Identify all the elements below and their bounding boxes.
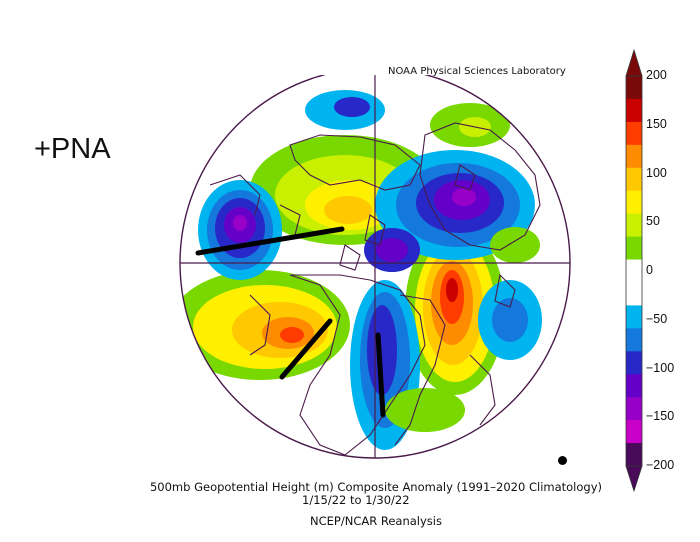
colorbar-band	[626, 259, 642, 283]
caption-title: 500mb Geopotential Height (m) Composite …	[149, 480, 603, 494]
pattern-label: +PNA	[34, 133, 111, 165]
colorbar	[625, 48, 643, 493]
colorbar-band	[626, 397, 642, 421]
anomaly-trough-asia	[375, 150, 535, 260]
anomaly-ridge-top	[430, 103, 510, 147]
colorbar-band	[626, 236, 642, 261]
anomaly-trough-pole	[364, 228, 420, 272]
colorbar-tick-label: −200	[646, 458, 675, 472]
colorbar-tick-label: 50	[646, 214, 660, 229]
colorbar-band	[626, 190, 642, 215]
caption-dates: 1/15/22 to 1/30/22	[302, 493, 410, 507]
colorbar-tick-label: 100	[646, 165, 667, 180]
map-disc-border	[179, 75, 571, 459]
colorbar-band	[626, 282, 642, 306]
colorbar-band	[626, 121, 642, 146]
colorbar-tick-label: −150	[646, 409, 675, 424]
anomaly-trough-west	[198, 180, 282, 280]
colorbar-tick-label: −100	[646, 360, 675, 375]
colorbar-band	[626, 351, 642, 375]
colorbar-band	[626, 374, 642, 398]
anomaly-trough-top	[305, 90, 385, 130]
colorbar-tick-label: 150	[646, 116, 667, 131]
polar-map	[179, 75, 571, 459]
anomaly-trough-atlantic-east	[478, 280, 542, 360]
colorbar-band	[626, 443, 642, 467]
credit-text: NOAA Physical Sciences Laboratory	[388, 66, 566, 77]
colorbar-tick-label: −50	[646, 311, 668, 326]
colorbar-band	[626, 328, 642, 352]
anomaly-ridge-atlantic	[405, 225, 505, 395]
anomaly-ridge-pacific	[180, 270, 350, 380]
colorbar-band	[626, 213, 642, 238]
colorbar-band	[626, 98, 642, 123]
pattern-axes	[195, 226, 386, 418]
colorbar-band	[626, 144, 642, 169]
colorbar-band	[626, 305, 642, 329]
caption-source: NCEP/NCAR Reanalysis	[310, 514, 442, 528]
colorbar-band	[626, 167, 642, 192]
colorbar-top-arrow	[625, 48, 643, 77]
colorbar-tick-label: 0	[646, 263, 653, 277]
colorbar-tick-label: 200	[646, 68, 667, 82]
colorbar-band	[626, 76, 642, 100]
colorbar-band	[626, 420, 642, 444]
marker-dot	[558, 456, 567, 465]
